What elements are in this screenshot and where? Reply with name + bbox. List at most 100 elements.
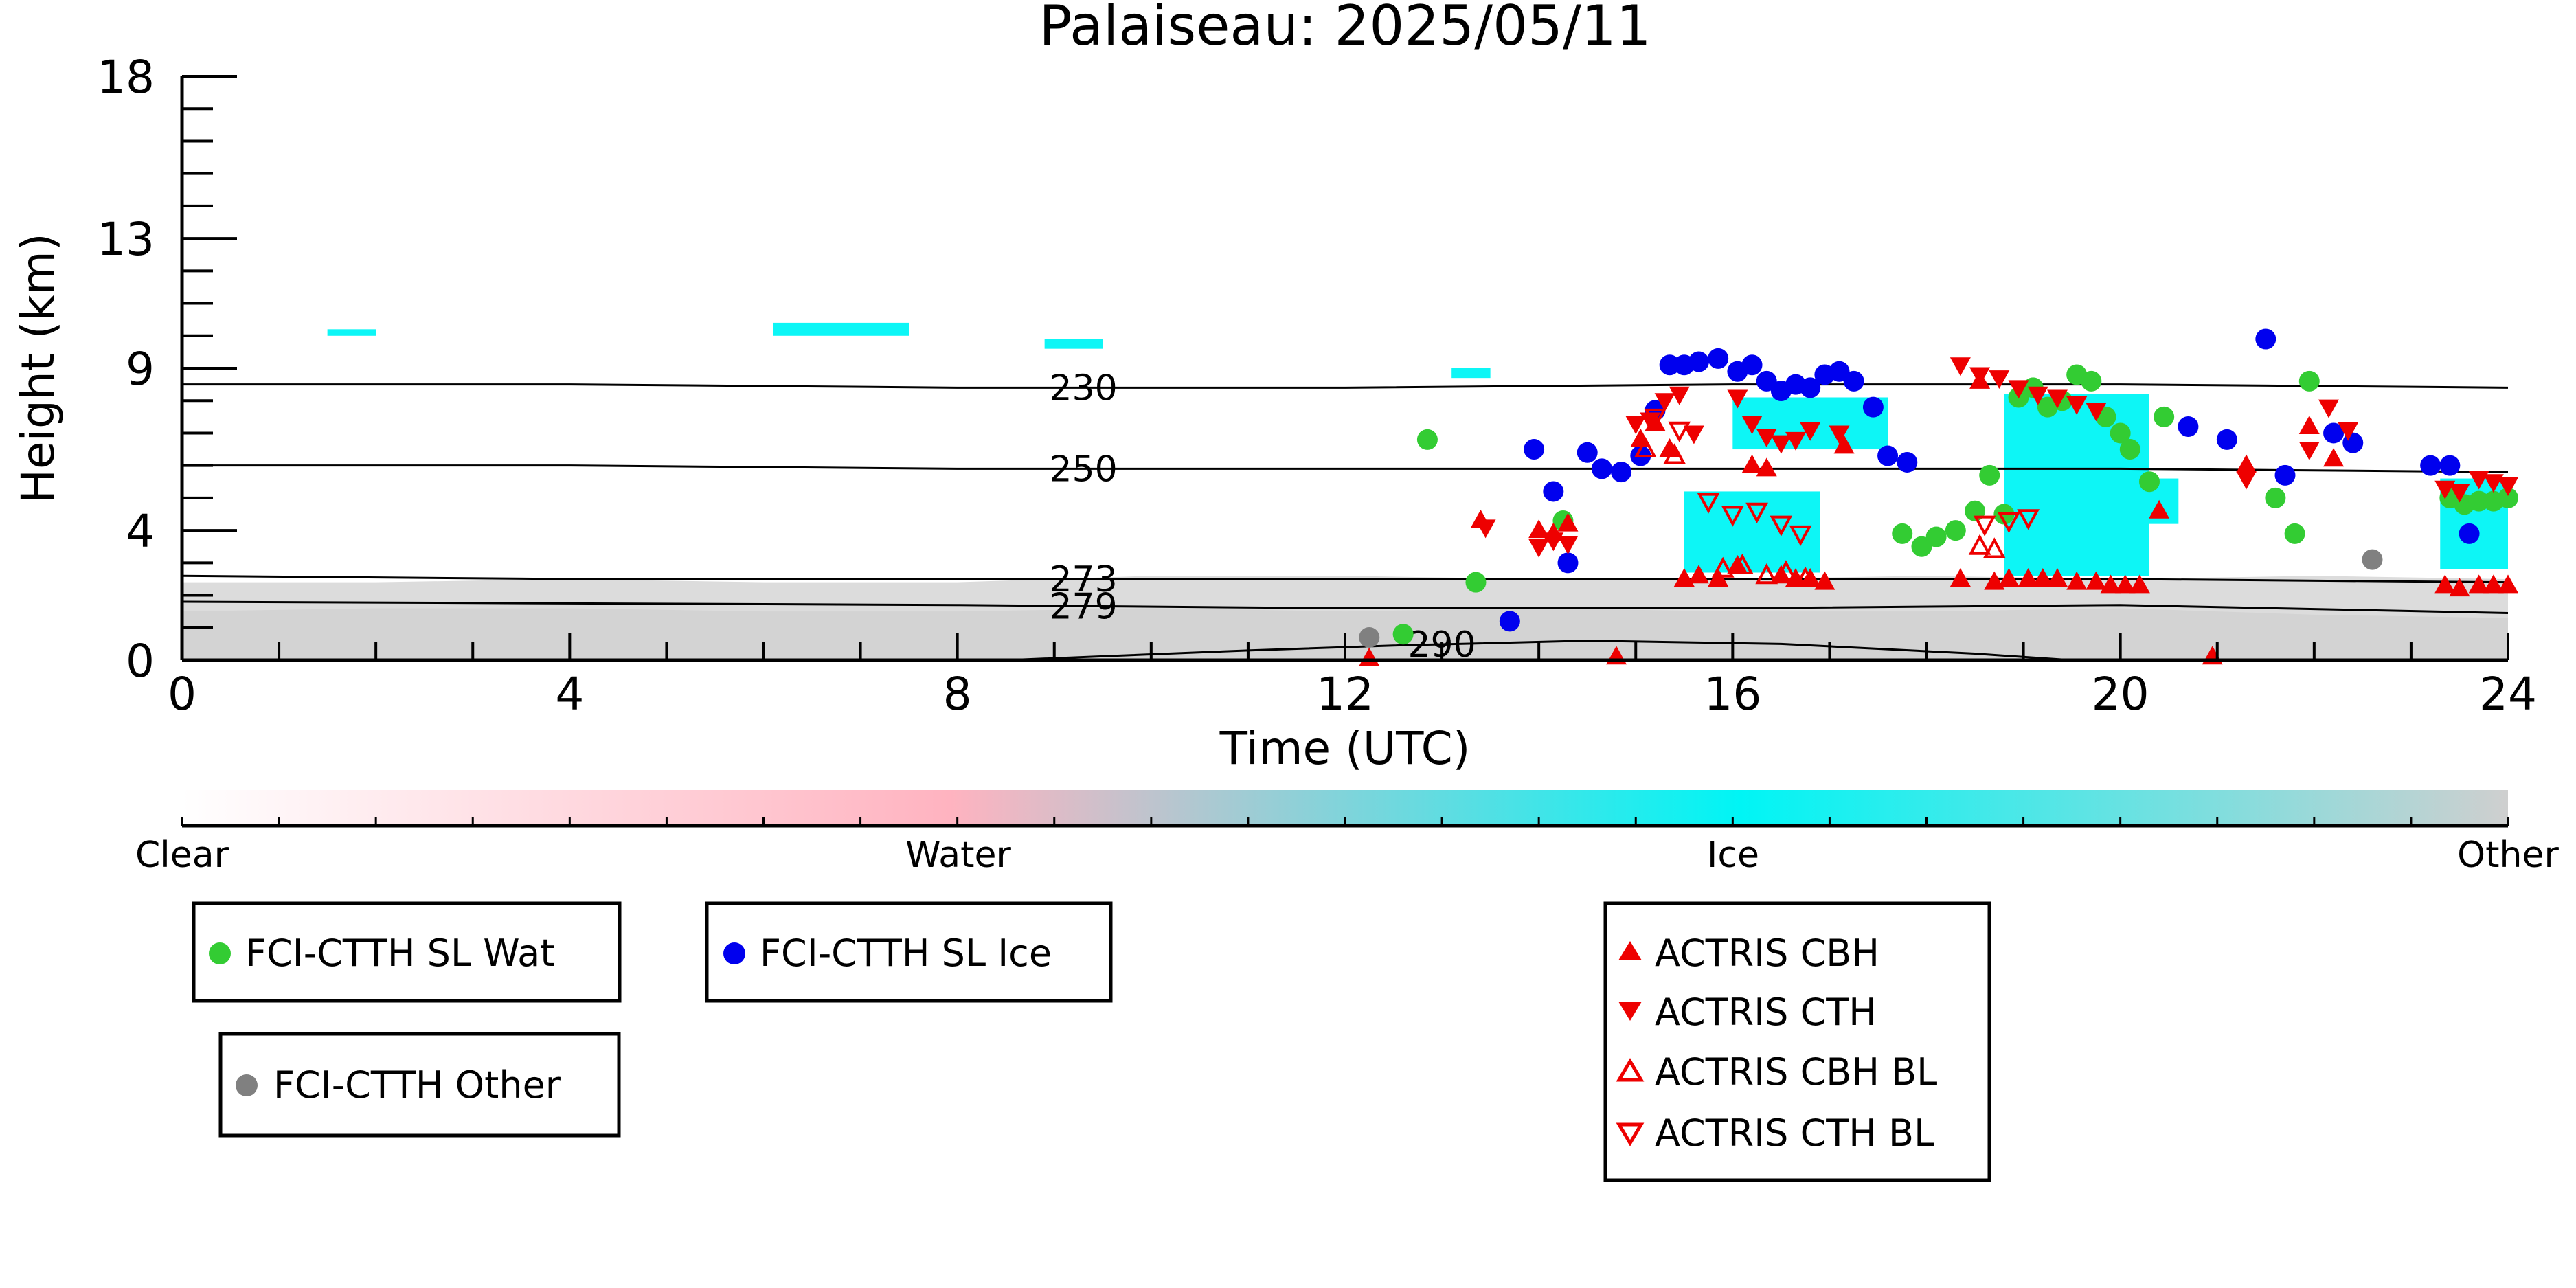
point bbox=[2066, 396, 2088, 415]
contour-label: 273 bbox=[1049, 559, 1117, 600]
point bbox=[2138, 471, 2160, 493]
point bbox=[1989, 370, 2010, 389]
series bbox=[1359, 370, 2518, 666]
x-tick-label: 20 bbox=[2092, 668, 2149, 721]
point bbox=[1557, 552, 1579, 574]
point bbox=[2066, 571, 2088, 590]
point bbox=[1800, 422, 1821, 441]
series bbox=[1499, 328, 2480, 632]
series bbox=[1392, 364, 2518, 645]
point bbox=[2086, 571, 2107, 590]
point bbox=[1528, 539, 1550, 558]
series bbox=[1475, 357, 2518, 558]
point bbox=[1756, 429, 1777, 448]
contour-line bbox=[182, 600, 2508, 615]
x-tick-label: 8 bbox=[943, 668, 972, 721]
point bbox=[1731, 553, 1754, 575]
legend-label-ice: FCI-CTTH SL Ice bbox=[760, 931, 1052, 975]
contour-label: 250 bbox=[1049, 449, 1117, 490]
legend-label-cth-bl: ACTRIS CTH BL bbox=[1655, 1111, 1934, 1155]
point bbox=[2468, 490, 2489, 512]
point bbox=[1800, 377, 1821, 398]
point bbox=[2086, 403, 2107, 422]
point bbox=[1697, 493, 1720, 514]
point bbox=[2298, 442, 2320, 461]
point bbox=[1644, 408, 1667, 430]
legend-box-wat: FCI-CTTH SL Wat bbox=[192, 901, 622, 1003]
legend-marker-ice bbox=[723, 942, 745, 964]
point bbox=[1998, 567, 2020, 587]
point bbox=[1829, 425, 1850, 444]
point bbox=[1950, 567, 1971, 587]
point bbox=[1741, 354, 1763, 376]
point bbox=[1634, 436, 1657, 458]
series bbox=[1644, 408, 2040, 547]
x-tick-label: 12 bbox=[1316, 668, 1374, 721]
legend-box-ice: FCI-CTTH SL Ice bbox=[705, 901, 1113, 1003]
point bbox=[2468, 574, 2489, 594]
colorbar-label-water: Water bbox=[905, 835, 1011, 876]
point bbox=[1711, 556, 1735, 578]
point bbox=[1756, 370, 1777, 392]
data-points bbox=[1359, 328, 2518, 666]
point bbox=[1683, 425, 1704, 444]
colorbar-ticks bbox=[181, 817, 2509, 826]
point bbox=[2298, 370, 2320, 392]
chart-title: Palaiseau: 2025/05/11 bbox=[1039, 0, 1651, 58]
point bbox=[2027, 386, 2048, 405]
point bbox=[2154, 406, 2175, 427]
point bbox=[1794, 566, 1817, 587]
point bbox=[2338, 422, 2359, 441]
point bbox=[2008, 380, 2029, 399]
point bbox=[1465, 572, 1487, 593]
colorbar-label-clear: Clear bbox=[135, 835, 229, 876]
point bbox=[2498, 574, 2518, 594]
legend-marker-other bbox=[236, 1074, 258, 1096]
x-tick-label: 16 bbox=[1704, 668, 1761, 721]
point bbox=[1688, 565, 1709, 584]
point bbox=[1611, 462, 1632, 483]
ice-cloud-regions bbox=[327, 322, 2508, 576]
point bbox=[2149, 499, 2170, 519]
point bbox=[2362, 549, 2383, 570]
point bbox=[2236, 454, 2257, 473]
point bbox=[1669, 386, 1690, 405]
point bbox=[1911, 536, 1932, 557]
point bbox=[1755, 563, 1778, 585]
point bbox=[1577, 442, 1598, 463]
point bbox=[1829, 361, 1850, 382]
point bbox=[2129, 574, 2150, 594]
point bbox=[1770, 515, 1793, 536]
point bbox=[1416, 429, 1438, 450]
series bbox=[1359, 549, 2383, 648]
point bbox=[1654, 393, 1675, 412]
point bbox=[2439, 455, 2461, 476]
point bbox=[2498, 487, 2518, 508]
point bbox=[2178, 416, 2199, 437]
point bbox=[1745, 502, 1768, 523]
ice-region bbox=[2004, 394, 2149, 576]
point bbox=[1785, 431, 1807, 451]
point bbox=[1499, 611, 1520, 632]
contour-line bbox=[182, 383, 2508, 389]
y-tick-label: 9 bbox=[126, 343, 155, 396]
colorbar-label-other: Other bbox=[2457, 835, 2559, 876]
point bbox=[2498, 477, 2518, 496]
legend-label-cth: ACTRIS CTH bbox=[1655, 991, 1877, 1034]
legend-marker-cth bbox=[1618, 1002, 1642, 1021]
point bbox=[2100, 574, 2121, 594]
legend-box-other: FCI-CTTH Other bbox=[218, 1032, 621, 1138]
legend-marker-cbh bbox=[1618, 941, 1642, 960]
point bbox=[1925, 526, 1947, 547]
point bbox=[1668, 421, 1691, 442]
legend-marker-cbh-bl bbox=[1616, 1058, 1645, 1082]
legend-box-actris: ACTRIS CBH ACTRIS CTH ACTRIS CBH BL ACTR… bbox=[1603, 901, 1991, 1182]
point bbox=[1741, 454, 1763, 473]
point bbox=[2119, 439, 2140, 460]
ice-region bbox=[1044, 339, 1103, 349]
series bbox=[1634, 436, 2006, 587]
point bbox=[1998, 512, 2020, 534]
point bbox=[2236, 471, 2257, 490]
point bbox=[2216, 429, 2237, 450]
